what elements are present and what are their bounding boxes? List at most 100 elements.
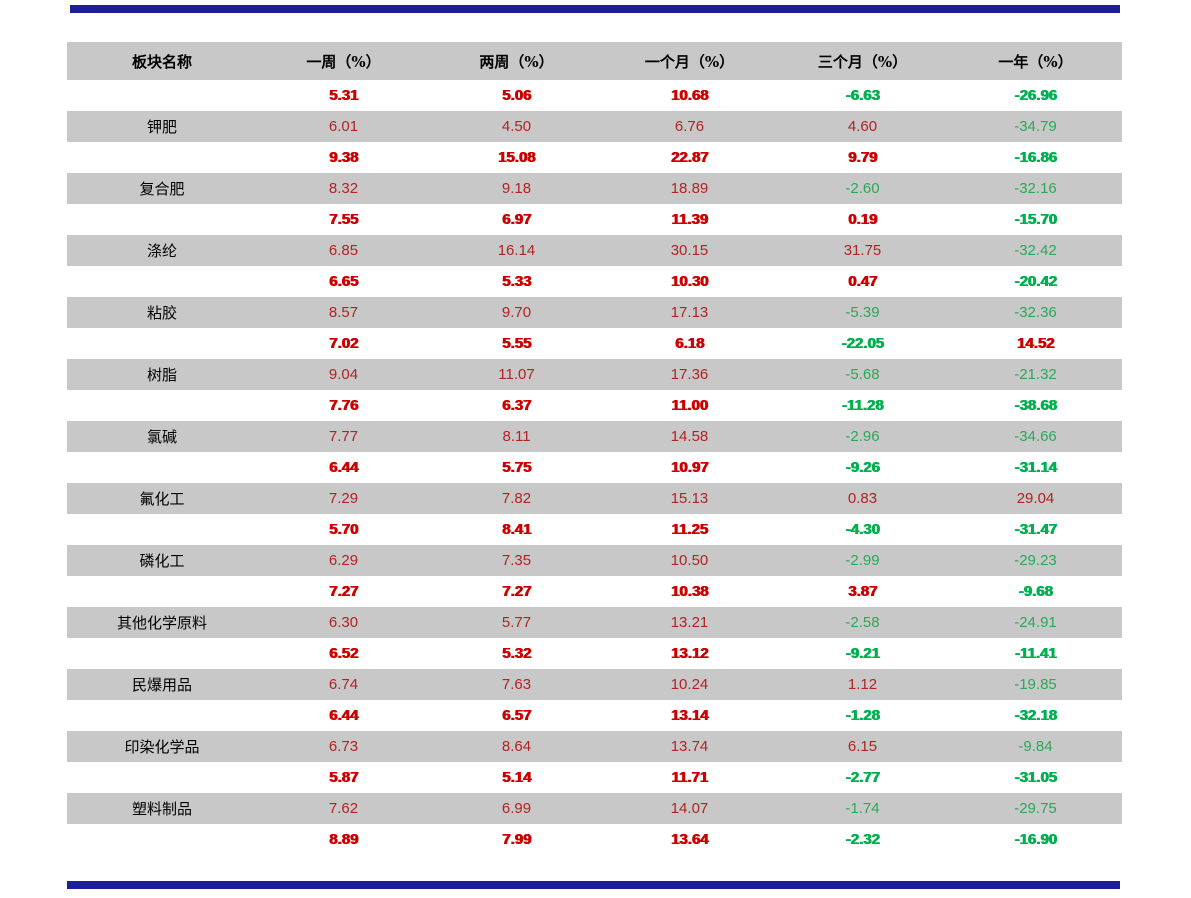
value-cell: 11.71	[671, 769, 708, 786]
column-header-one-week: 一周（%）	[257, 42, 430, 80]
column-header-one-month: 一个月（%）	[603, 42, 776, 80]
table-row: 9.38 15.08 22.87 9.79 -16.86	[67, 142, 1122, 173]
value-cell: 0.19	[847, 211, 878, 228]
value-cell: 5.31	[328, 87, 359, 104]
value-cell: 9.18	[430, 173, 603, 204]
value-cell: 29.04	[949, 483, 1122, 514]
value-cell: 5.75	[501, 459, 532, 476]
table-row: 8.89 7.99 13.64 -2.32 -16.90	[67, 824, 1122, 855]
value-cell: 6.01	[257, 111, 430, 142]
value-cell: 6.76	[603, 111, 776, 142]
value-cell: -2.58	[776, 607, 949, 638]
table-row: 6.52 5.32 13.12 -9.21 -11.41	[67, 638, 1122, 669]
sector-name-cell: 民爆用品	[67, 669, 257, 700]
value-cell: -2.60	[776, 173, 949, 204]
table-row: 印染化学品 6.73 8.64 13.74 6.15 -9.84	[67, 731, 1122, 762]
value-cell: 10.50	[603, 545, 776, 576]
table-row: 钾肥 6.01 4.50 6.76 4.60 -34.79	[67, 111, 1122, 142]
value-cell: 0.83	[776, 483, 949, 514]
value-cell: 10.24	[603, 669, 776, 700]
table-row: 7.55 6.97 11.39 0.19 -15.70	[67, 204, 1122, 235]
sector-name-cell: 印染化学品	[67, 731, 257, 762]
value-cell: 8.64	[430, 731, 603, 762]
sector-name-cell	[67, 638, 257, 669]
value-cell: 5.87	[328, 769, 359, 786]
sector-name-cell	[67, 390, 257, 421]
table-row: 磷化工 6.29 7.35 10.50 -2.99 -29.23	[67, 545, 1122, 576]
value-cell: 10.38	[670, 583, 709, 600]
value-cell: -21.32	[949, 359, 1122, 390]
value-cell: -1.28	[845, 707, 880, 724]
column-header-three-months: 三个月（%）	[776, 42, 949, 80]
value-cell: 11.39	[671, 211, 708, 228]
value-cell: 15.13	[603, 483, 776, 514]
value-cell: -15.70	[1014, 211, 1057, 228]
value-cell: -22.05	[841, 335, 884, 352]
table-row: 其他化学原料 6.30 5.77 13.21 -2.58 -24.91	[67, 607, 1122, 638]
value-cell: -29.23	[949, 545, 1122, 576]
value-cell: 14.52	[1016, 335, 1055, 352]
value-cell: 0.47	[847, 273, 878, 290]
value-cell: 16.14	[430, 235, 603, 266]
value-cell: 6.65	[328, 273, 359, 290]
sector-name-cell	[67, 576, 257, 607]
value-cell: -9.68	[1018, 583, 1053, 600]
value-cell: -16.86	[1014, 149, 1057, 166]
value-cell: 13.12	[670, 645, 709, 662]
value-cell: 13.64	[670, 831, 709, 848]
value-cell: -6.63	[845, 87, 880, 104]
value-cell: 6.74	[257, 669, 430, 700]
value-cell: -32.36	[949, 297, 1122, 328]
value-cell: -5.39	[776, 297, 949, 328]
value-cell: 5.55	[501, 335, 532, 352]
value-cell: 4.60	[776, 111, 949, 142]
value-cell: 9.38	[328, 149, 359, 166]
value-cell: 7.62	[257, 793, 430, 824]
sector-name-cell	[67, 204, 257, 235]
sector-name-cell: 塑料制品	[67, 793, 257, 824]
column-header-sector-name: 板块名称	[67, 42, 257, 80]
table-row: 6.44 6.57 13.14 -1.28 -32.18	[67, 700, 1122, 731]
table-row: 5.87 5.14 11.71 -2.77 -31.05	[67, 762, 1122, 793]
value-cell: 15.08	[497, 149, 536, 166]
value-cell: -2.96	[776, 421, 949, 452]
value-cell: 7.82	[430, 483, 603, 514]
value-cell: 6.73	[257, 731, 430, 762]
value-cell: 10.97	[670, 459, 709, 476]
value-cell: 30.15	[603, 235, 776, 266]
value-cell: -11.41	[1014, 645, 1057, 662]
value-cell: 6.44	[328, 459, 359, 476]
value-cell: 7.99	[501, 831, 532, 848]
value-cell: -24.91	[949, 607, 1122, 638]
value-cell: -2.77	[845, 769, 880, 786]
value-cell: 5.70	[328, 521, 359, 538]
value-cell: 7.63	[430, 669, 603, 700]
value-cell: -5.68	[776, 359, 949, 390]
value-cell: -32.18	[1014, 707, 1057, 724]
table-row: 6.44 5.75 10.97 -9.26 -31.14	[67, 452, 1122, 483]
table-row: 6.65 5.33 10.30 0.47 -20.42	[67, 266, 1122, 297]
sector-name-cell: 钾肥	[67, 111, 257, 142]
value-cell: 6.15	[776, 731, 949, 762]
value-cell: 8.89	[328, 831, 359, 848]
value-cell: 9.79	[847, 149, 878, 166]
value-cell: 7.55	[328, 211, 359, 228]
sector-performance-table: 板块名称 一周（%） 两周（%） 一个月（%） 三个月（%） 一年（%） 5.3…	[67, 42, 1122, 855]
table-row: 民爆用品 6.74 7.63 10.24 1.12 -19.85	[67, 669, 1122, 700]
value-cell: -2.99	[776, 545, 949, 576]
value-cell: 7.77	[257, 421, 430, 452]
table-row: 树脂 9.04 11.07 17.36 -5.68 -21.32	[67, 359, 1122, 390]
table-row: 氯碱 7.77 8.11 14.58 -2.96 -34.66	[67, 421, 1122, 452]
sector-name-cell	[67, 824, 257, 855]
value-cell: -9.26	[845, 459, 880, 476]
value-cell: 10.30	[670, 273, 709, 290]
value-cell: -4.30	[845, 521, 880, 538]
column-header-one-year: 一年（%）	[949, 42, 1122, 80]
value-cell: 6.18	[674, 335, 705, 352]
value-cell: 7.27	[501, 583, 532, 600]
value-cell: 6.85	[257, 235, 430, 266]
value-cell: 9.04	[257, 359, 430, 390]
value-cell: 8.11	[430, 421, 603, 452]
bottom-divider	[67, 881, 1120, 889]
value-cell: 5.14	[501, 769, 532, 786]
